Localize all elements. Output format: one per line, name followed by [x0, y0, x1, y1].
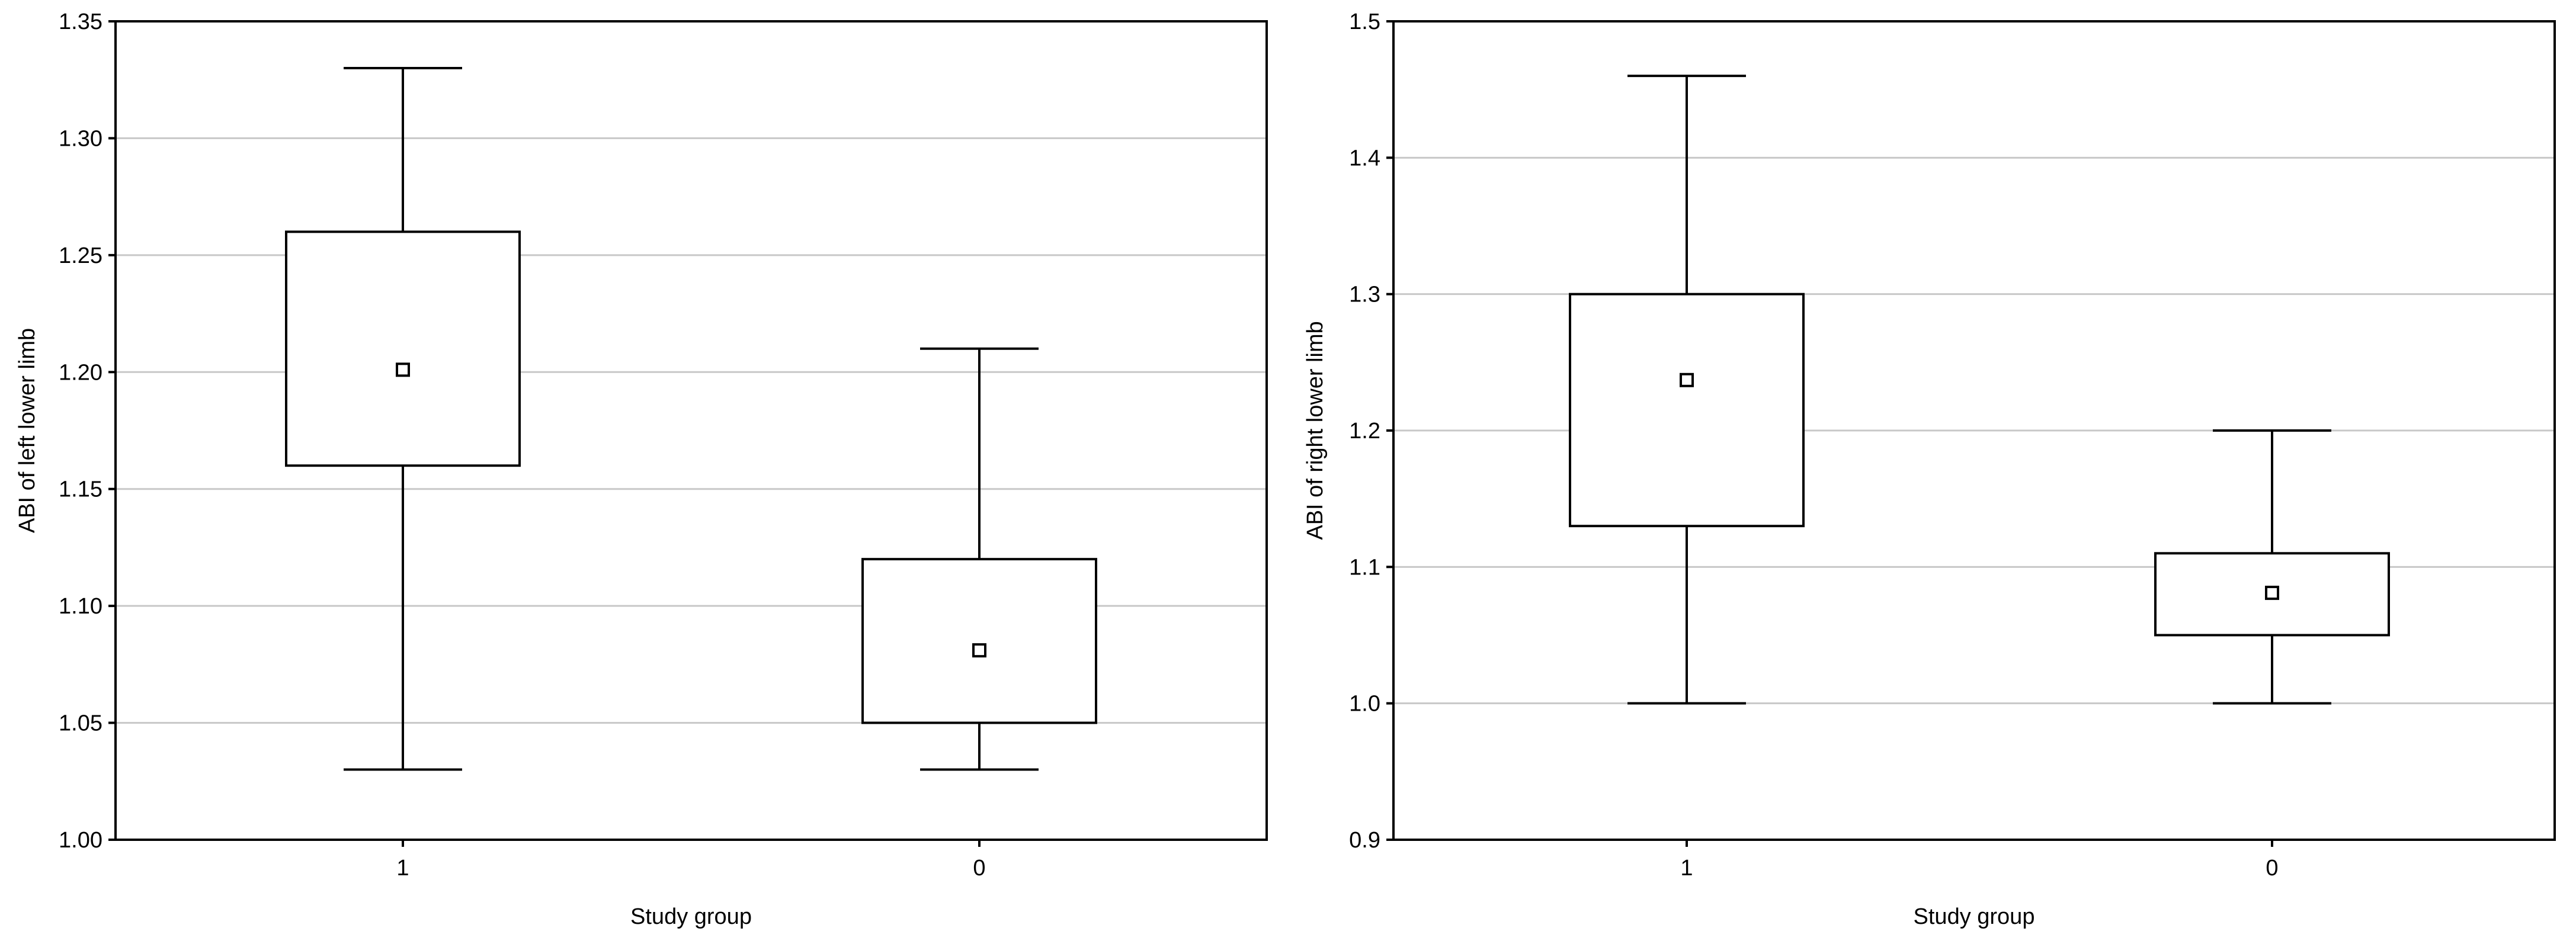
- x-tick-label: 1: [396, 856, 409, 881]
- y-tick-label: 1.4: [1349, 146, 1380, 171]
- iqr-box: [861, 558, 1097, 724]
- box-1: [285, 66, 521, 771]
- iqr-box: [285, 230, 521, 467]
- y-tick-label: 1.05: [59, 711, 102, 736]
- y-tick-label: 1.15: [59, 477, 102, 502]
- mean-marker: [2265, 586, 2279, 600]
- y-tick-label: 1.00: [59, 828, 102, 853]
- plot-frame: [114, 20, 1268, 841]
- mean-marker: [1680, 372, 1694, 387]
- y-axis-title: ABI of left lower limb: [15, 328, 40, 533]
- box-0: [2154, 429, 2390, 705]
- y-axis-title: ABI of right lower limb: [1303, 321, 1328, 540]
- box-1: [1569, 75, 1805, 705]
- y-tick-label: 1.2: [1349, 419, 1380, 444]
- iqr-box: [1569, 293, 1805, 528]
- x-axis-title: Study group: [630, 904, 752, 929]
- y-tick-label: 1.5: [1349, 9, 1380, 34]
- y-tick-label: 1.35: [59, 9, 102, 34]
- box-0: [861, 347, 1097, 771]
- y-tick-label: 1.3: [1349, 282, 1380, 307]
- y-tick-label: 1.1: [1349, 555, 1380, 580]
- y-tick-label: 1.10: [59, 594, 102, 619]
- right-box-plot: 0.9 1.0 1.1 1.2 1.3 1.4 1.5 1 0 Study group ABI of…: [1303, 9, 2556, 929]
- x-tick-label: 1: [1680, 856, 1693, 881]
- x-tick-label: 0: [973, 856, 985, 881]
- x-axis-title: Study group: [1914, 904, 2035, 929]
- right-chart-panel: 0.9 1.0 1.1 1.2 1.3 1.4 1.5 1 0 Study group ABI of…: [1288, 0, 2576, 941]
- y-tick-label: 1.30: [59, 126, 102, 151]
- x-tick-label: 0: [2266, 856, 2278, 881]
- left-chart-panel: 1.00 1.05 1.10 1.15 1.20 1.25 1.30 1.35 1 0 Study …: [15, 9, 1268, 929]
- y-tick-label: 1.0: [1349, 692, 1380, 717]
- y-tick-label: 1.25: [59, 243, 102, 268]
- mean-marker: [972, 643, 986, 658]
- y-tick-label: 0.9: [1349, 828, 1380, 853]
- mean-marker: [396, 362, 410, 377]
- left-box-plot: 1.00 1.05 1.10 1.15 1.20 1.25 1.30 1.35 1 0 Study …: [15, 9, 1268, 929]
- y-tick-label: 1.20: [59, 360, 102, 385]
